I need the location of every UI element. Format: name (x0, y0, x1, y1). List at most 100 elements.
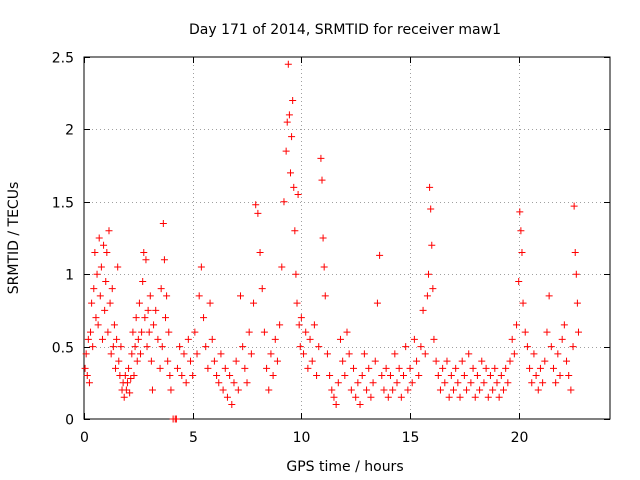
data-point (367, 393, 375, 401)
data-point (113, 335, 121, 343)
data-point (152, 306, 160, 314)
data-point (217, 350, 225, 358)
data-point (239, 343, 247, 351)
chart-title: Day 171 of 2014, SRMTID for receiver maw… (189, 22, 501, 38)
data-point (114, 263, 122, 271)
data-point (140, 248, 148, 256)
data-point (104, 328, 112, 336)
data-point (286, 169, 294, 177)
data-point (234, 386, 242, 394)
y-tick-label: 1.5 (52, 196, 74, 212)
data-point (563, 357, 571, 365)
data-point (122, 386, 130, 394)
data-point (415, 372, 423, 380)
data-point (230, 379, 238, 387)
data-point (323, 350, 331, 358)
data-point (128, 350, 136, 358)
data-point (556, 372, 564, 380)
data-point (195, 292, 203, 300)
data-point (101, 306, 109, 314)
data-point (326, 372, 334, 380)
data-point (284, 60, 292, 68)
data-point (289, 96, 297, 104)
data-point (294, 191, 302, 199)
data-point (144, 306, 152, 314)
data-point (223, 393, 231, 401)
data-point (265, 386, 273, 394)
data-point (97, 263, 105, 271)
data-point (273, 357, 281, 365)
data-point (245, 328, 253, 336)
data-point (135, 299, 143, 307)
data-point (189, 372, 197, 380)
data-point (320, 263, 328, 271)
data-point (534, 386, 542, 394)
data-point (480, 379, 488, 387)
data-point (510, 350, 518, 358)
data-point (486, 372, 494, 380)
data-point (159, 220, 167, 228)
data-point (339, 357, 347, 365)
data-point (456, 393, 464, 401)
data-point (110, 321, 118, 329)
data-point (482, 364, 490, 372)
data-point (165, 328, 173, 336)
data-point (517, 227, 525, 235)
data-point (130, 372, 138, 380)
data-point (90, 285, 98, 293)
data-point (499, 386, 507, 394)
data-point (91, 248, 99, 256)
data-point (92, 314, 100, 322)
data-point (406, 364, 414, 372)
data-point (154, 335, 162, 343)
data-point (467, 379, 475, 387)
data-point (283, 118, 291, 126)
data-point (519, 299, 527, 307)
data-point (334, 379, 342, 387)
data-point (236, 292, 244, 300)
data-point (85, 379, 93, 387)
data-point (278, 263, 286, 271)
data-point (180, 350, 188, 358)
data-point (530, 350, 538, 358)
data-point (528, 379, 536, 387)
data-point (358, 372, 366, 380)
data-point (243, 379, 251, 387)
data-point (95, 234, 103, 242)
data-point (127, 374, 135, 382)
data-point (176, 343, 184, 351)
data-point (256, 248, 264, 256)
data-point (193, 350, 201, 358)
data-point (380, 386, 388, 394)
data-point (297, 314, 305, 322)
data-point (178, 372, 186, 380)
data-point (352, 393, 360, 401)
data-point (504, 379, 512, 387)
data-point (419, 306, 427, 314)
data-point (112, 364, 120, 372)
data-point (539, 379, 547, 387)
data-point (219, 386, 227, 394)
data-point (306, 335, 314, 343)
data-point (570, 202, 578, 210)
data-point (321, 292, 329, 300)
data-point (343, 328, 351, 336)
data-point (428, 241, 436, 249)
data-point (292, 270, 300, 278)
data-point (410, 335, 418, 343)
data-point (156, 364, 164, 372)
data-point (204, 364, 212, 372)
data-point (247, 350, 255, 358)
data-point (121, 372, 129, 380)
x-tick-label: 20 (511, 430, 529, 446)
data-point (378, 372, 386, 380)
data-point (408, 379, 416, 387)
data-point (365, 364, 373, 372)
data-point (436, 386, 444, 394)
data-point (386, 372, 394, 380)
data-point (172, 415, 180, 423)
data-point (82, 350, 90, 358)
data-point (288, 133, 296, 141)
data-point (252, 201, 260, 209)
